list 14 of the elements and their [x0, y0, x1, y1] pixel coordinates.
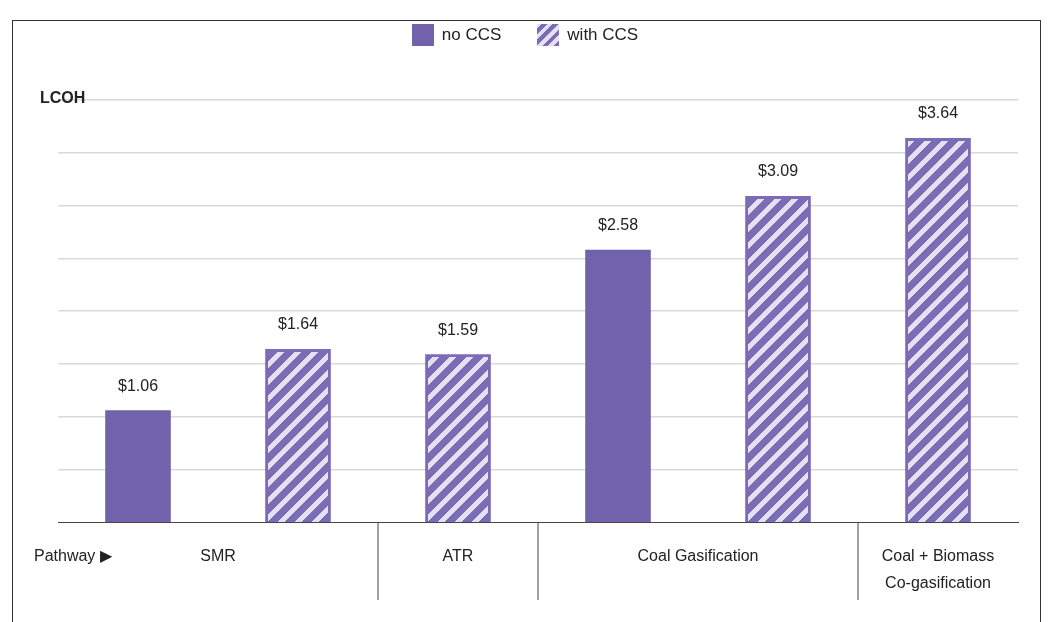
data-label: $1.06 — [117, 376, 159, 394]
legend-label: with CCS — [567, 25, 639, 45]
legend-label: no CCS — [441, 25, 502, 45]
data-label: $3.64 — [917, 104, 959, 122]
data-label: $1.59 — [437, 320, 479, 338]
x-tick-label: Coal + Biomass Co-gasification — [881, 547, 995, 592]
data-label: $2.58 — [597, 216, 639, 234]
y-axis-title: LCOH — [40, 89, 86, 107]
x-tick-label: ATR — [442, 547, 474, 565]
data-label: $1.64 — [277, 315, 319, 333]
data-label: $3.09 — [757, 162, 799, 180]
x-tick-label: SMR — [200, 547, 236, 565]
text: Pathway ▶ — [34, 547, 113, 565]
x-tick-label: Coal Gasification — [637, 547, 759, 565]
